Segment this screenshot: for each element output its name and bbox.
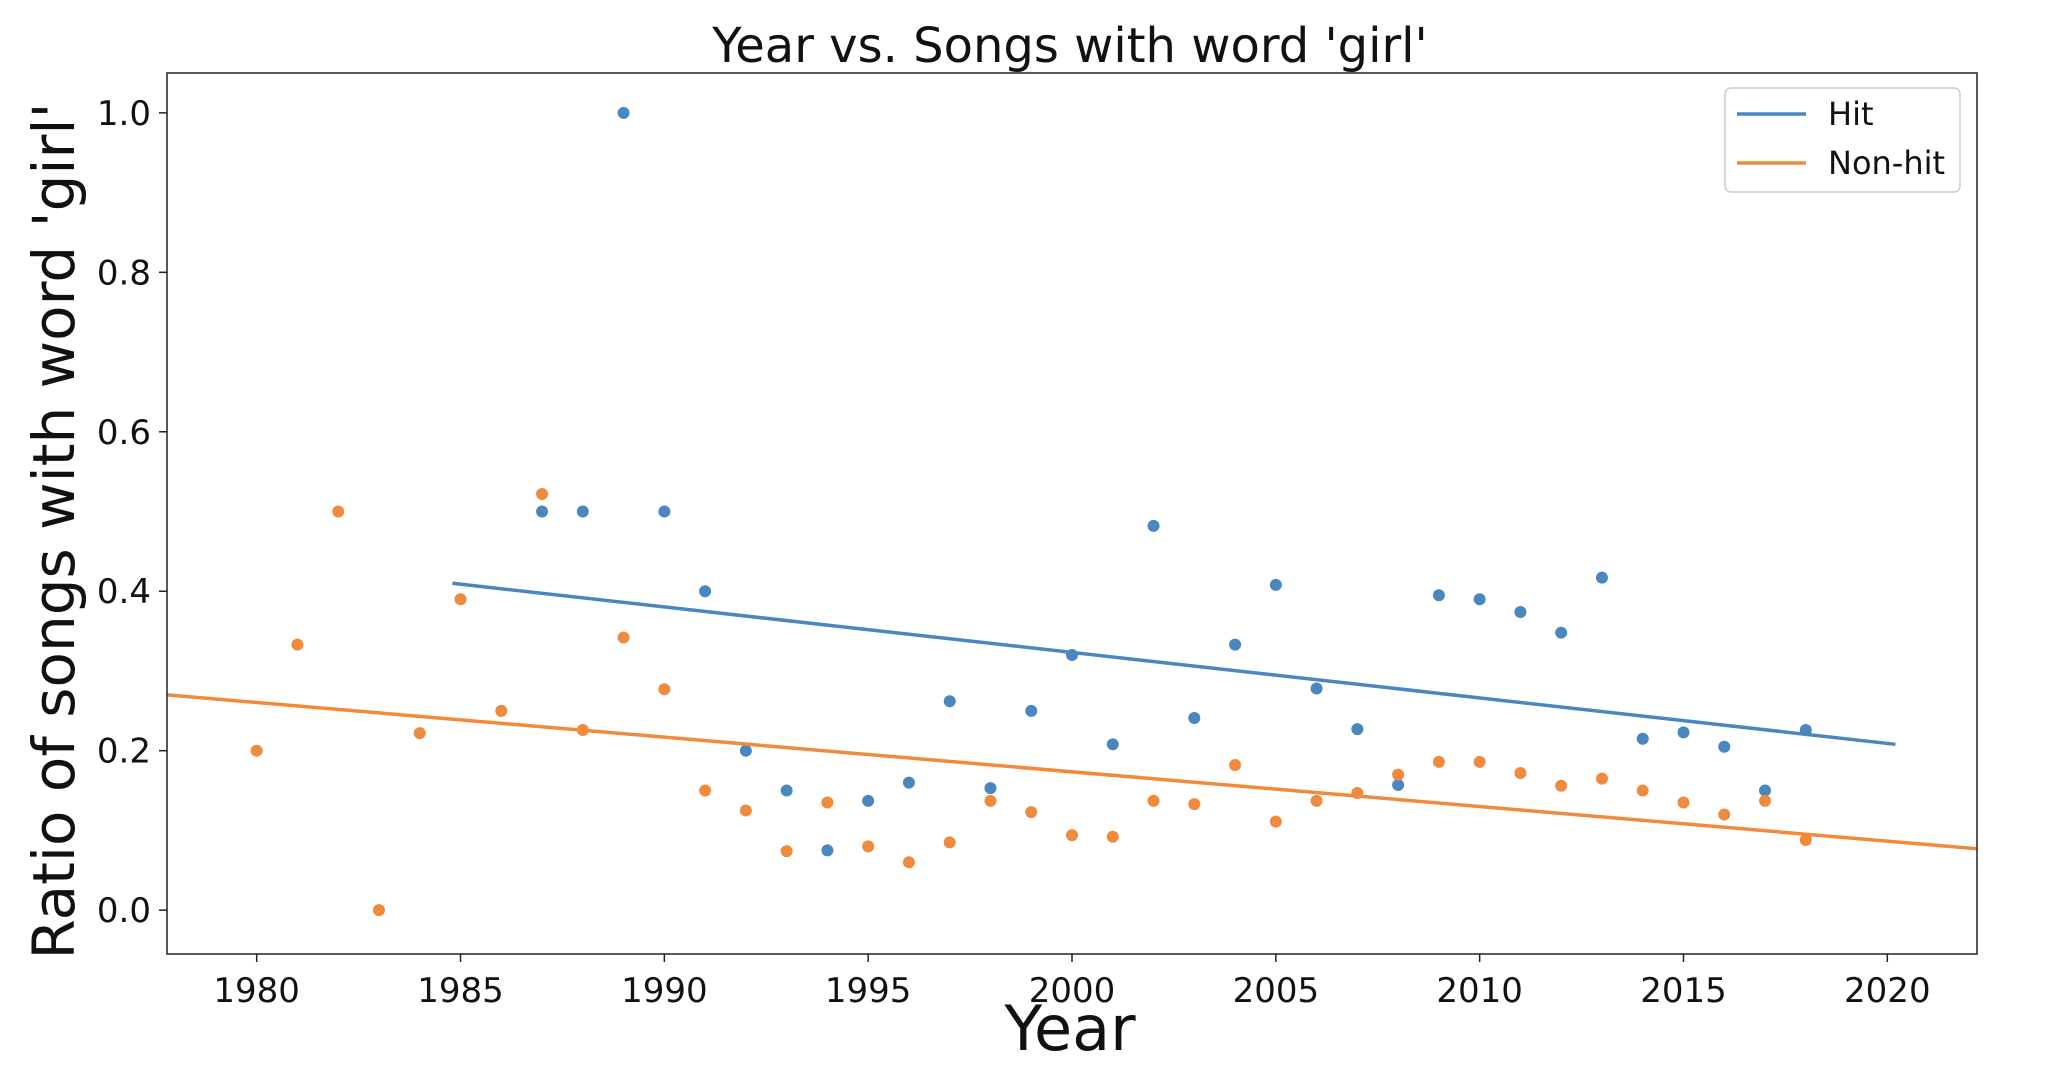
data-point-hit — [1106, 738, 1119, 751]
x-tick-label: 1990 — [621, 971, 708, 1011]
data-point-non-hit — [1555, 779, 1568, 792]
data-point-non-hit — [576, 723, 589, 736]
data-point-non-hit — [250, 744, 263, 757]
x-tick-label: 2015 — [1640, 971, 1727, 1011]
data-point-non-hit — [1799, 833, 1812, 846]
data-point-hit — [1310, 682, 1323, 695]
data-point-hit — [1188, 712, 1201, 725]
data-point-hit — [658, 505, 671, 518]
x-tick-label: 1980 — [213, 971, 300, 1011]
trend-line-hit — [452, 581, 1896, 747]
data-point-hit — [1147, 519, 1160, 532]
data-point-non-hit — [780, 845, 793, 858]
data-point-hit — [536, 505, 549, 518]
data-point-hit — [1595, 571, 1608, 584]
data-point-non-hit — [1066, 829, 1078, 842]
x-axis-label: Year — [1003, 992, 1136, 1065]
y-tick-label: 0.2 — [97, 732, 151, 772]
data-point-hit — [576, 505, 589, 518]
data-point-non-hit — [658, 683, 671, 696]
data-point-hit — [617, 106, 630, 119]
data-point-hit — [1555, 626, 1568, 639]
legend-label-hit: Hit — [1828, 95, 1874, 133]
x-tick-label: 1985 — [417, 971, 504, 1011]
data-point-non-hit — [1392, 768, 1405, 781]
data-point-non-hit — [1718, 808, 1731, 821]
data-point-non-hit — [1269, 815, 1282, 828]
data-point-hit — [1718, 740, 1731, 753]
data-point-non-hit — [1473, 755, 1486, 768]
y-tick-label: 1.0 — [97, 94, 151, 134]
x-tick-label: 2020 — [1844, 971, 1931, 1011]
data-point-non-hit — [413, 727, 426, 740]
plot-frame — [166, 72, 1978, 955]
x-tick-label: 2010 — [1436, 971, 1523, 1011]
data-point-hit — [1066, 649, 1078, 662]
data-point-hit — [984, 782, 997, 795]
data-point-non-hit — [902, 856, 915, 869]
data-point-hit — [862, 794, 875, 807]
data-point-non-hit — [617, 631, 630, 644]
data-point-non-hit — [1514, 767, 1527, 780]
data-point-hit — [739, 744, 752, 757]
legend-label-non-hit: Non-hit — [1828, 144, 1945, 182]
data-point-hit — [1229, 638, 1242, 651]
y-axis-label: Ratio of songs with word 'girl' — [20, 103, 88, 960]
data-point-non-hit — [454, 593, 467, 606]
data-point-hit — [1636, 732, 1649, 745]
data-point-non-hit — [1759, 794, 1772, 807]
data-point-hit — [821, 844, 834, 857]
trend-line-non-hit — [167, 693, 1977, 851]
data-point-hit — [943, 695, 956, 708]
data-point-hit — [699, 585, 712, 598]
data-point-non-hit — [699, 784, 712, 797]
data-point-non-hit — [943, 836, 956, 849]
chart-title: Year vs. Songs with word 'girl' — [711, 18, 1427, 74]
x-tick-label: 1995 — [825, 971, 912, 1011]
x-axis: 1980 1985 1990 1995 2000 2005 2010 2015 2020 — [213, 954, 1931, 1011]
data-point-hit — [1799, 723, 1812, 736]
data-point-non-hit — [862, 840, 875, 853]
data-point-non-hit — [1432, 755, 1445, 768]
data-point-non-hit — [1188, 798, 1201, 811]
data-point-non-hit — [1677, 796, 1690, 809]
data-point-non-hit — [1351, 786, 1364, 799]
x-tick-label: 2000 — [1029, 971, 1116, 1011]
data-point-non-hit — [332, 505, 345, 518]
y-tick-label: 0.4 — [97, 572, 151, 612]
data-point-non-hit — [1147, 794, 1160, 807]
data-point-non-hit — [536, 487, 549, 500]
x-tick-label: 2005 — [1233, 971, 1320, 1011]
data-point-non-hit — [1229, 759, 1242, 772]
legend: Hit Non-hit — [1724, 87, 1961, 193]
y-tick-label: 0.0 — [97, 891, 151, 931]
data-point-hit — [1473, 593, 1486, 606]
data-point-non-hit — [1025, 806, 1038, 819]
data-point-non-hit — [984, 794, 997, 807]
data-point-hit — [1392, 778, 1405, 791]
data-point-hit — [1514, 605, 1527, 618]
plot-area — [167, 106, 1977, 917]
y-tick-label: 0.8 — [97, 253, 151, 293]
data-point-non-hit — [1310, 794, 1323, 807]
data-point-non-hit — [1595, 772, 1608, 785]
data-point-hit — [902, 776, 915, 789]
data-point-non-hit — [495, 704, 508, 717]
data-point-hit — [1677, 726, 1690, 739]
data-point-hit — [1269, 578, 1282, 591]
y-axis: 0.0 0.2 0.4 0.6 0.8 1.0 — [97, 94, 167, 931]
data-point-hit — [1432, 589, 1445, 602]
data-point-non-hit — [291, 638, 304, 651]
data-point-non-hit — [1636, 784, 1649, 797]
data-point-non-hit — [372, 904, 385, 917]
data-point-hit — [780, 784, 793, 797]
data-point-hit — [1759, 784, 1772, 797]
data-point-non-hit — [1106, 830, 1119, 843]
data-point-hit — [1025, 704, 1038, 717]
data-point-non-hit — [739, 804, 752, 817]
data-point-non-hit — [821, 796, 834, 809]
y-tick-label: 0.6 — [97, 413, 151, 453]
data-point-hit — [1351, 723, 1364, 736]
